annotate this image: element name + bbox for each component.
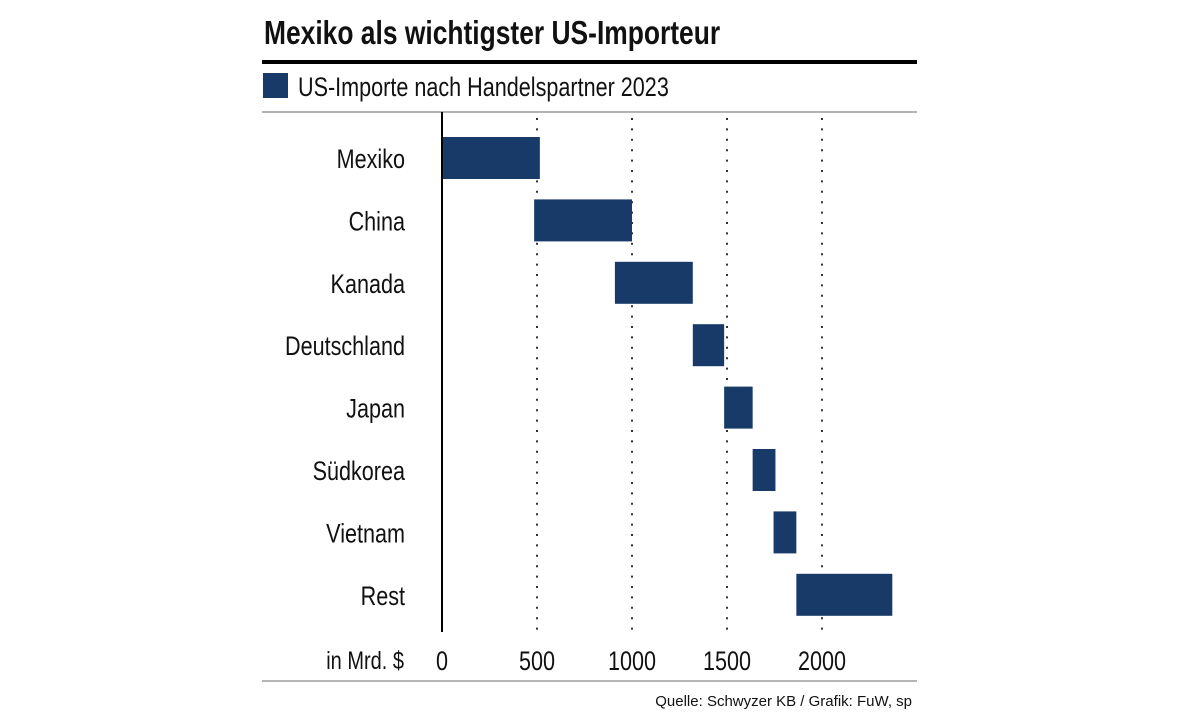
category-label: Mexiko: [337, 145, 405, 175]
x-tick-label: 1500: [703, 647, 751, 677]
category-label: Kanada: [331, 270, 406, 300]
category-label: Rest: [361, 582, 406, 612]
x-tick-label: 500: [519, 647, 555, 677]
category-label: Japan: [346, 394, 405, 424]
x-tick-label: 2000: [798, 647, 846, 677]
legend-label: US-Importe nach Handelspartner 2023: [298, 73, 669, 103]
category-label: China: [349, 207, 406, 237]
category-label: Deutschland: [285, 332, 405, 362]
bar-china: [534, 199, 632, 242]
chart-title: Mexiko als wichtigster US-Importeur: [264, 15, 720, 51]
x-axis-unit-label: in Mrd. $: [326, 647, 404, 675]
x-tick-label: 1000: [608, 647, 656, 677]
bar-kanada: [614, 261, 693, 304]
category-label: Südkorea: [313, 457, 406, 487]
bar-südkorea: [752, 449, 776, 491]
x-tick-label: 0: [436, 647, 448, 677]
bar-deutschland: [692, 324, 725, 367]
bar-mexiko: [442, 137, 540, 179]
category-label: Vietnam: [326, 519, 405, 549]
legend-swatch: [263, 73, 288, 98]
bar-japan: [724, 386, 753, 429]
bar-rest: [796, 573, 893, 616]
source-note: Quelle: Schwyzer KB / Grafik: FuW, sp: [655, 693, 912, 710]
bar-vietnam: [773, 511, 797, 554]
